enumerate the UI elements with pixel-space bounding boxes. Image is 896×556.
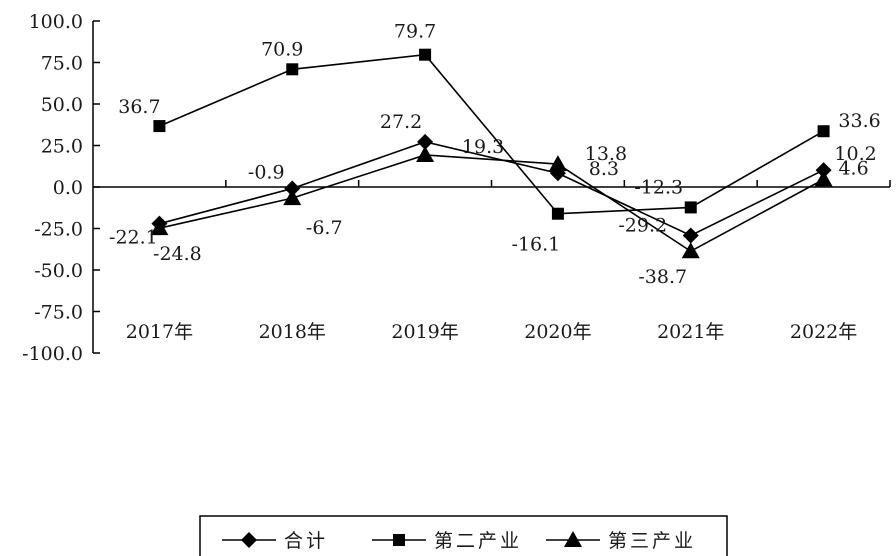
data-point-square: [817, 125, 830, 138]
data-label: -0.9: [248, 161, 285, 183]
data-point-diamond: [815, 162, 832, 179]
data-point-square: [419, 48, 432, 61]
series-layer: [150, 48, 833, 259]
data-label: 36.7: [118, 96, 160, 118]
data-point-triangle: [283, 189, 302, 206]
legend-item-label: 合计: [284, 530, 328, 552]
y-tick-label: 0.0: [53, 177, 83, 199]
y-tick-label: -50.0: [34, 260, 83, 282]
legend-box: [199, 515, 728, 556]
data-label: -29.2: [618, 214, 667, 236]
data-label: 10.2: [834, 143, 876, 165]
data-label: 13.8: [585, 143, 627, 165]
series-line-3: [159, 154, 824, 253]
data-point-square: [286, 63, 299, 76]
data-labels: -22.1 -0.9 27.2 8.3 -29.2 10.2 36.7 70.9 79.7 -16…: [109, 21, 881, 289]
axes: 100.0 75.0 50.0 25.0 0.0 -25.0 -50.0 -75.0 -100.…: [22, 11, 891, 365]
data-point-diamond: [284, 180, 301, 197]
data-label: 33.6: [838, 110, 880, 132]
legend-item-label: 第三产业: [608, 530, 696, 552]
y-tick-label: 75.0: [41, 53, 83, 75]
legend-marker-triangle: [564, 531, 582, 547]
data-point-triangle: [150, 219, 169, 236]
data-label: 70.9: [261, 38, 303, 60]
x-category-label: 2022年: [790, 321, 857, 343]
y-tick-label: 50.0: [41, 94, 83, 116]
legend-item-label: 第二产业: [434, 530, 522, 552]
y-tick-label: 100.0: [29, 11, 83, 33]
x-category-label: 2017年: [126, 321, 193, 343]
series-line-2: [159, 53, 824, 215]
data-label: -6.7: [306, 217, 343, 239]
x-category-label: 2019年: [391, 321, 458, 343]
data-label: -38.7: [638, 266, 687, 288]
data-label: 79.7: [394, 21, 436, 43]
y-tick-label: 25.0: [41, 136, 83, 158]
legend-marker-square: [393, 534, 405, 546]
data-point-triangle: [416, 145, 435, 162]
data-point-diamond: [682, 227, 699, 244]
x-category-label: 2021年: [657, 321, 724, 343]
y-tick-label: -75.0: [34, 302, 83, 324]
x-category-label: 2020年: [524, 321, 591, 343]
data-label: 8.3: [589, 158, 619, 180]
data-point-square: [684, 201, 697, 214]
data-label: -16.1: [512, 234, 561, 256]
data-label: 19.3: [462, 136, 504, 158]
legend-marker-diamond: [241, 532, 257, 548]
legend: 合计 第二产业 第三产业: [199, 515, 728, 556]
x-category-label: 2018年: [259, 321, 326, 343]
data-point-diamond: [417, 133, 434, 150]
data-label: -12.3: [634, 176, 683, 198]
data-label: -22.1: [109, 227, 158, 249]
series-line-1: [159, 141, 824, 237]
data-label: -24.8: [153, 243, 202, 265]
data-point-triangle: [814, 170, 833, 187]
data-point-triangle: [548, 155, 567, 172]
y-tick-label: -25.0: [34, 219, 83, 241]
data-point-square: [551, 207, 564, 220]
data-label: 27.2: [380, 111, 422, 133]
data-label: 4.6: [838, 157, 868, 179]
y-tick-label: -100.0: [22, 343, 83, 365]
data-point-triangle: [681, 242, 700, 259]
data-point-square: [153, 120, 166, 133]
